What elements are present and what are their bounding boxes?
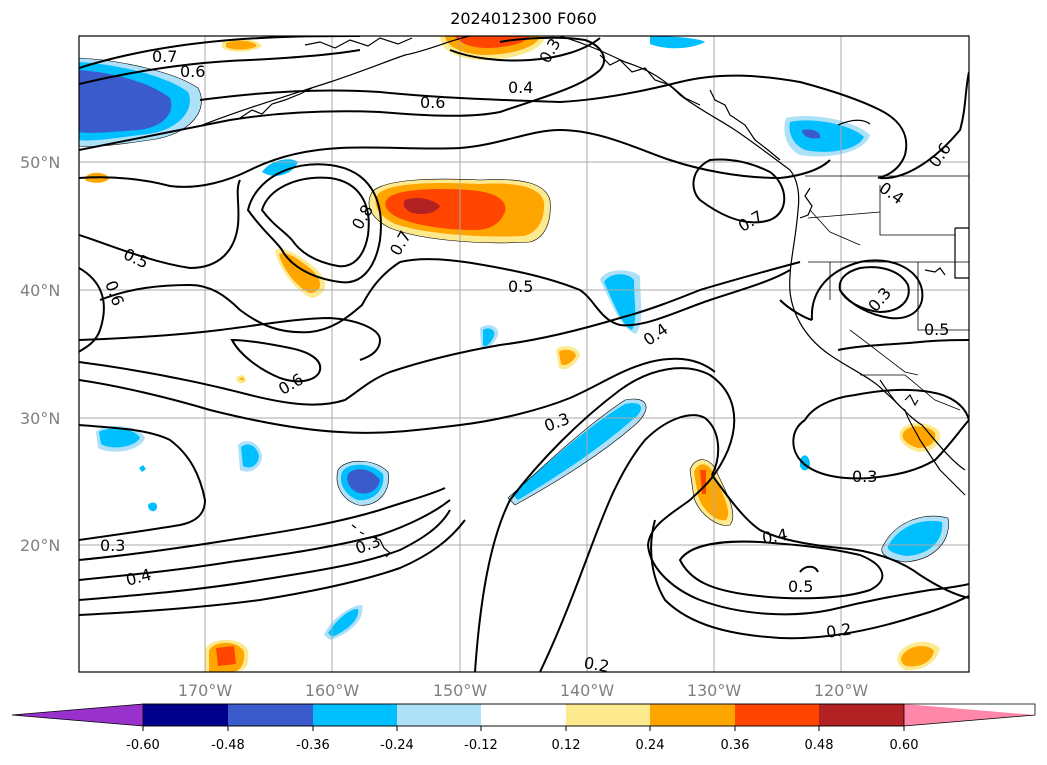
colorbar-extend-low — [12, 704, 143, 726]
colorbar-bin — [228, 704, 313, 726]
latitude-labels: 50°N 40°N 30°N 20°N — [20, 153, 60, 555]
colorbar-tick-label: 0.36 — [721, 738, 750, 753]
contour-label: 0.7 — [152, 47, 177, 66]
contour-label: 0.5 — [508, 277, 533, 296]
coastlines — [199, 36, 969, 558]
colorbar-ticks — [142, 726, 905, 731]
contour-label: 0.3 — [542, 409, 572, 436]
contour-label: 0.4 — [124, 565, 154, 590]
lat-label: 30°N — [20, 409, 60, 428]
map-frame — [78, 35, 970, 673]
contour-label: 0.4 — [640, 319, 672, 349]
lon-label: 170°W — [178, 681, 233, 700]
colorbar-extend-high — [904, 704, 1035, 726]
contour-label: 0.3 — [100, 536, 125, 555]
colorbar-tick-label: -0.48 — [211, 738, 245, 753]
longitude-labels: 170°W 160°W 150°W 140°W 130°W 120°W — [178, 681, 869, 700]
contour-label: 0.2 — [582, 653, 610, 676]
contour-label: 0.6 — [180, 62, 205, 81]
colorbar-bin — [143, 704, 228, 726]
lon-label: 140°W — [560, 681, 615, 700]
colorbar-bin — [819, 704, 904, 726]
map-plot-area: 0.7 0.6 0.3 0.4 0.6 0.6 0.8 0.7 0.7 0.4 … — [79, 36, 969, 676]
lat-label: 20°N — [20, 536, 60, 555]
colorbar-tick-label: 0.24 — [636, 738, 665, 753]
contour-label: 0.4 — [508, 78, 533, 97]
colorbar-tick-label: -0.24 — [380, 738, 414, 753]
negative-shading — [79, 36, 949, 640]
contour-label: 0.5 — [788, 577, 813, 596]
colorbar-tick-label: -0.36 — [296, 738, 330, 753]
colorbar-tick-label: -0.60 — [126, 738, 160, 753]
colorbar-bin — [650, 704, 735, 726]
colorbar-tick-label: 0.48 — [805, 738, 834, 753]
colorbar-tick-label: 0.12 — [552, 738, 581, 753]
colorbar-bin — [397, 704, 481, 726]
colorbar: -0.60 -0.48 -0.36 -0.24 -0.12 0.12 0.24 … — [11, 703, 1036, 753]
colorbar-bin — [735, 704, 819, 726]
contour-lines — [79, 36, 969, 672]
contour-label: 0.6 — [925, 139, 955, 171]
colorbar-bin — [566, 704, 650, 726]
lat-label: 40°N — [20, 281, 60, 300]
colorbar-tick-labels: -0.60 -0.48 -0.36 -0.24 -0.12 0.12 0.24 … — [126, 738, 918, 753]
contour-label: 0.6 — [420, 93, 445, 112]
colorbar-bin — [481, 704, 566, 726]
contour-label: 0.6 — [101, 278, 128, 308]
lon-label: 130°W — [687, 681, 742, 700]
lon-label: 120°W — [814, 681, 869, 700]
contour-label: 0.6 — [275, 369, 307, 398]
contour-label: 0.7 — [735, 206, 767, 235]
colorbar-tick-label: 0.60 — [890, 738, 919, 753]
colorbar-bin — [313, 704, 397, 726]
lat-label: 50°N — [20, 153, 60, 172]
contour-label: 0.3 — [852, 467, 877, 486]
contour-label: 0.5 — [121, 244, 152, 272]
lon-label: 160°W — [305, 681, 360, 700]
contour-label: 0.4 — [761, 525, 789, 548]
contour-label: 0.4 — [876, 178, 908, 208]
contour-label: 0.2 — [825, 619, 853, 641]
contour-label: 0.5 — [924, 320, 949, 339]
map-title: 2024012300 F060 — [450, 9, 597, 28]
lon-label: 150°W — [433, 681, 488, 700]
colorbar-tick-label: -0.12 — [464, 738, 498, 753]
